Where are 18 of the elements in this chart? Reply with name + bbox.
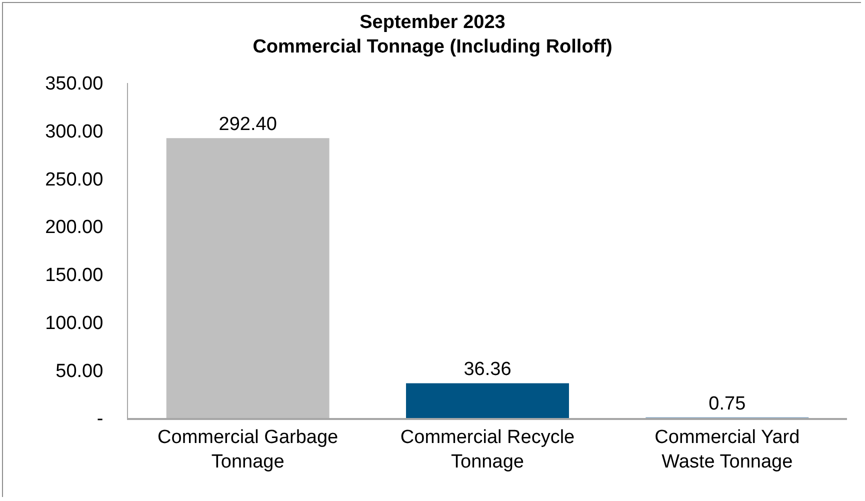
y-tick-label: 300.00	[45, 122, 104, 143]
data-label: 0.75	[708, 393, 746, 414]
y-tick-label: 250.00	[45, 169, 104, 190]
chart-subtitle: Commercial Tonnage (Including Rolloff)	[252, 36, 612, 58]
y-tick-label: 100.00	[45, 312, 104, 334]
y-tick-label: 200.00	[45, 217, 104, 238]
y-tick-label: 150.00	[45, 265, 104, 286]
chart-title: September 2023	[360, 12, 506, 33]
y-tick-label: 350.00	[45, 74, 104, 95]
bar	[406, 383, 569, 418]
y-tick-label: -	[96, 408, 104, 430]
x-tick-label: Commercial Yard Waste Tonnage	[654, 426, 800, 472]
x-tick-label: Commercial Recycle Tonnage	[400, 426, 575, 472]
x-tick-label: Commercial Garbage Tonnage	[158, 426, 338, 472]
data-label: 36.36	[464, 359, 512, 380]
data-label: 292.40	[218, 114, 277, 136]
bar	[166, 138, 330, 418]
y-tick-label: 50.00	[56, 360, 104, 382]
